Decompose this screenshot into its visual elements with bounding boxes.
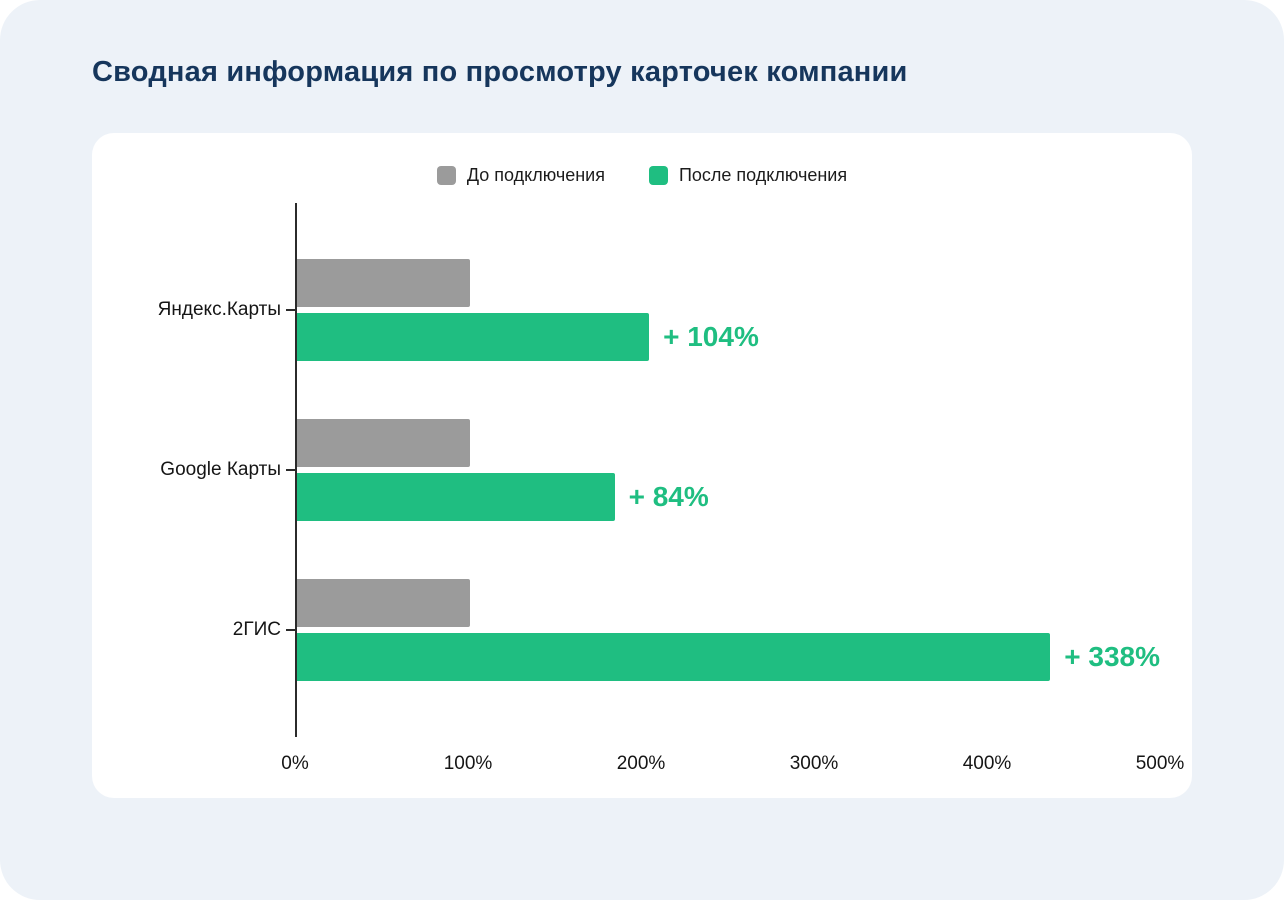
bar-row-before [297,579,1160,627]
category-label: Яндекс.Карты [157,299,281,320]
category-label: Google Карты [160,459,281,480]
x-axis: 0% 100% 200% 300% 400% 500% [281,737,1184,783]
legend-item-after: После подключения [648,164,848,186]
x-axis-tick-label: 200% [616,753,666,774]
delta-label: + 104% [663,321,759,352]
legend: До подключения После подключения [92,161,1160,189]
bar-row-after: + 104% [297,313,1160,361]
legend-label-after: После подключения [678,164,848,185]
x-axis-tick-label: 400% [962,753,1012,774]
x-axis-tick-label: 500% [1135,753,1185,774]
bar-after-value [297,633,1051,681]
bar-group: 2ГИС + 338% [233,579,1160,681]
bar-group: Яндекс.Карты + 104% [158,259,1160,361]
legend-label-before: До подключения [466,164,605,185]
plot-area: Яндекс.Карты + 104% Google Карты + 84% 2ГИС +… [158,203,1160,737]
delta-label: + 84% [628,481,709,512]
x-axis-tick-label: 300% [789,753,839,774]
bar-row-before [297,259,1160,307]
bar-chart: Яндекс.Карты + 104% Google Карты + 84% 2ГИС +… [92,203,1160,737]
legend-swatch-before-icon [436,165,456,185]
legend-swatch-after-icon [648,165,668,185]
bar-before-value [297,419,470,467]
y-axis-tick [286,629,295,631]
y-axis-tick [286,309,295,311]
delta-label: + 338% [1064,641,1160,672]
bar-row-after: + 338% [297,633,1160,681]
page-title: Сводная информация по просмотру карточек… [92,56,908,88]
y-axis-tick [286,469,295,471]
bar-after-value [297,473,615,521]
bar-row-after: + 84% [297,473,1160,521]
bar-after-value [297,313,650,361]
chart-card: До подключения После подключения Яндекс.… [92,133,1192,798]
bar-before-value [297,579,470,627]
category-label: 2ГИС [232,619,281,640]
bar-row-before [297,419,1160,467]
bar-group: Google Карты + 84% [160,419,1160,521]
bar-before-value [297,259,470,307]
legend-item-before: До подключения [436,164,605,186]
x-axis-tick-label: 100% [443,753,493,774]
x-axis-tick-label: 0% [281,753,309,774]
